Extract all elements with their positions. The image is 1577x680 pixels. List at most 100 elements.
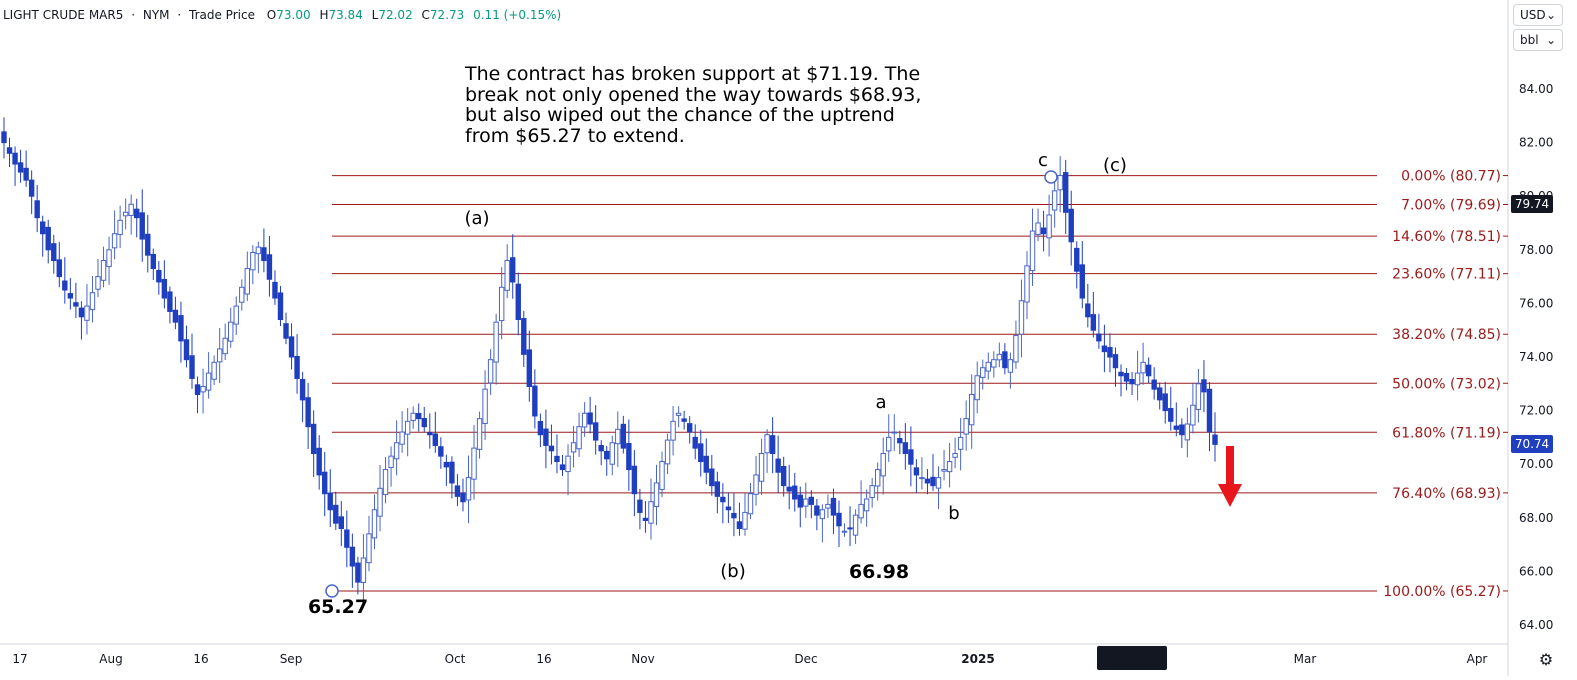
candle-body-up <box>974 375 980 401</box>
close-label: C <box>422 8 430 22</box>
candle-body-down <box>686 423 693 433</box>
candle-body-up <box>122 211 129 217</box>
candle-body-up <box>95 276 101 290</box>
x-tick-label: 16 <box>536 652 551 666</box>
candle-body-down <box>416 412 422 420</box>
candle-body-down <box>1002 351 1008 369</box>
candle-body-up <box>255 246 262 255</box>
candle-body-up <box>957 436 964 450</box>
candle-body-up <box>841 530 848 533</box>
x-tick-label: 16 <box>193 652 208 666</box>
price-tag-other-text: 79.74 <box>1515 197 1549 211</box>
candle-body-up <box>1051 190 1058 211</box>
candle-body-down <box>327 492 333 511</box>
annotation-line-3: but also wiped out the chance of the upt… <box>465 104 895 126</box>
fib-level-label: 38.20% (74.85) <box>1392 327 1501 343</box>
y-tick-label: 68.00 <box>1519 511 1553 525</box>
candle-body-up <box>1007 359 1014 373</box>
candle-body-up <box>377 487 383 517</box>
candle-body-down <box>189 355 195 379</box>
candle-body-up <box>963 418 969 435</box>
candle-body-down <box>548 445 555 452</box>
swing-high-marker[interactable] <box>1044 170 1058 184</box>
candle-body-up <box>216 348 223 363</box>
candle-body-up <box>609 442 615 465</box>
candle-body-up <box>1013 335 1019 363</box>
x-tick-label: Mar <box>1294 652 1317 666</box>
candle-body-up <box>1190 404 1196 426</box>
candle-body-down <box>626 443 632 471</box>
candle-body-up <box>803 498 809 507</box>
candle-body-down <box>78 307 85 318</box>
candle-body-up <box>581 412 588 428</box>
candle-body-down <box>277 292 284 320</box>
candle-body-down <box>1151 379 1157 390</box>
candle-body-up <box>1057 175 1063 191</box>
fib-level-label: 23.60% (77.11) <box>1392 267 1501 283</box>
candle-body-down <box>1079 264 1085 299</box>
header-sep-2: · <box>177 8 181 22</box>
candle-body-down <box>421 418 427 428</box>
candle-body-down <box>1068 208 1074 243</box>
candle-body-down <box>73 302 79 307</box>
candle-body-down <box>283 323 289 339</box>
candle-body-down <box>150 253 157 270</box>
candle-body-down <box>167 291 173 312</box>
candle-body-down <box>1173 425 1179 430</box>
candle-body-down <box>902 442 909 454</box>
candle-body-up <box>615 428 621 445</box>
candle-body-up <box>891 431 897 434</box>
candle-body-down <box>642 517 649 521</box>
currency-dropdown[interactable]: USD ⌄ <box>1513 4 1563 26</box>
candle-body-up <box>670 420 676 441</box>
candle-body-down <box>703 455 709 473</box>
candle-body-up <box>570 442 577 453</box>
candle-body-down <box>714 481 721 497</box>
candle-body-down <box>836 512 842 527</box>
x-tick-label: Apr <box>1467 652 1488 666</box>
candle-body-up <box>482 388 488 425</box>
candle-body-up <box>366 533 372 564</box>
candle-body-down <box>769 435 776 454</box>
candle-body-up <box>858 503 864 519</box>
candle-body-down <box>1145 364 1152 377</box>
unit-value: bbl <box>1520 33 1539 47</box>
fib-level-label: 0.00% (80.77) <box>1401 169 1501 185</box>
header-sep-1: · <box>131 8 135 22</box>
candle-body-down <box>1062 172 1069 213</box>
candle-body-up <box>498 286 505 322</box>
candle-body-down <box>145 233 151 256</box>
y-tick-label: 64.00 <box>1519 618 1553 632</box>
candle-body-down <box>443 461 450 468</box>
candle-body-up <box>471 447 477 480</box>
chevron-down-icon: ⌄ <box>1545 8 1556 22</box>
candle-body-up <box>758 452 765 482</box>
gear-icon[interactable]: ⚙ <box>1538 649 1554 669</box>
candle-body-up <box>852 514 859 536</box>
candle-body-up <box>869 485 875 499</box>
candle-body-down <box>1212 434 1218 445</box>
price-axis: 64.00 66.00 68.00 70.00 72.00 74.00 76.00 78.00… <box>1519 82 1553 632</box>
candle-body-down <box>681 418 687 422</box>
candle-body-up <box>487 359 494 384</box>
unit-dropdown[interactable]: bbl ⌄ <box>1513 29 1563 51</box>
candle-body-down <box>161 278 168 299</box>
candle-body-up <box>106 249 112 268</box>
candle-body-down <box>1179 424 1185 436</box>
candle-body-up <box>360 557 367 584</box>
candle-body-down <box>631 465 638 495</box>
candle-body-down <box>543 428 549 446</box>
swing-low-marker[interactable] <box>325 584 339 598</box>
candle-body-down <box>427 432 433 436</box>
candle-body-up <box>211 361 217 380</box>
fib-level-label: 14.60% (78.51) <box>1392 229 1501 245</box>
candle-body-down <box>797 494 803 508</box>
candle-body-up <box>946 461 953 473</box>
y-tick-label: 76.00 <box>1519 296 1553 310</box>
y-tick-label: 72.00 <box>1519 404 1553 418</box>
candle-body-up <box>753 474 759 495</box>
candle-body-up <box>228 321 234 342</box>
y-tick-label: 74.00 <box>1519 350 1553 364</box>
candle-body-down <box>731 512 737 519</box>
